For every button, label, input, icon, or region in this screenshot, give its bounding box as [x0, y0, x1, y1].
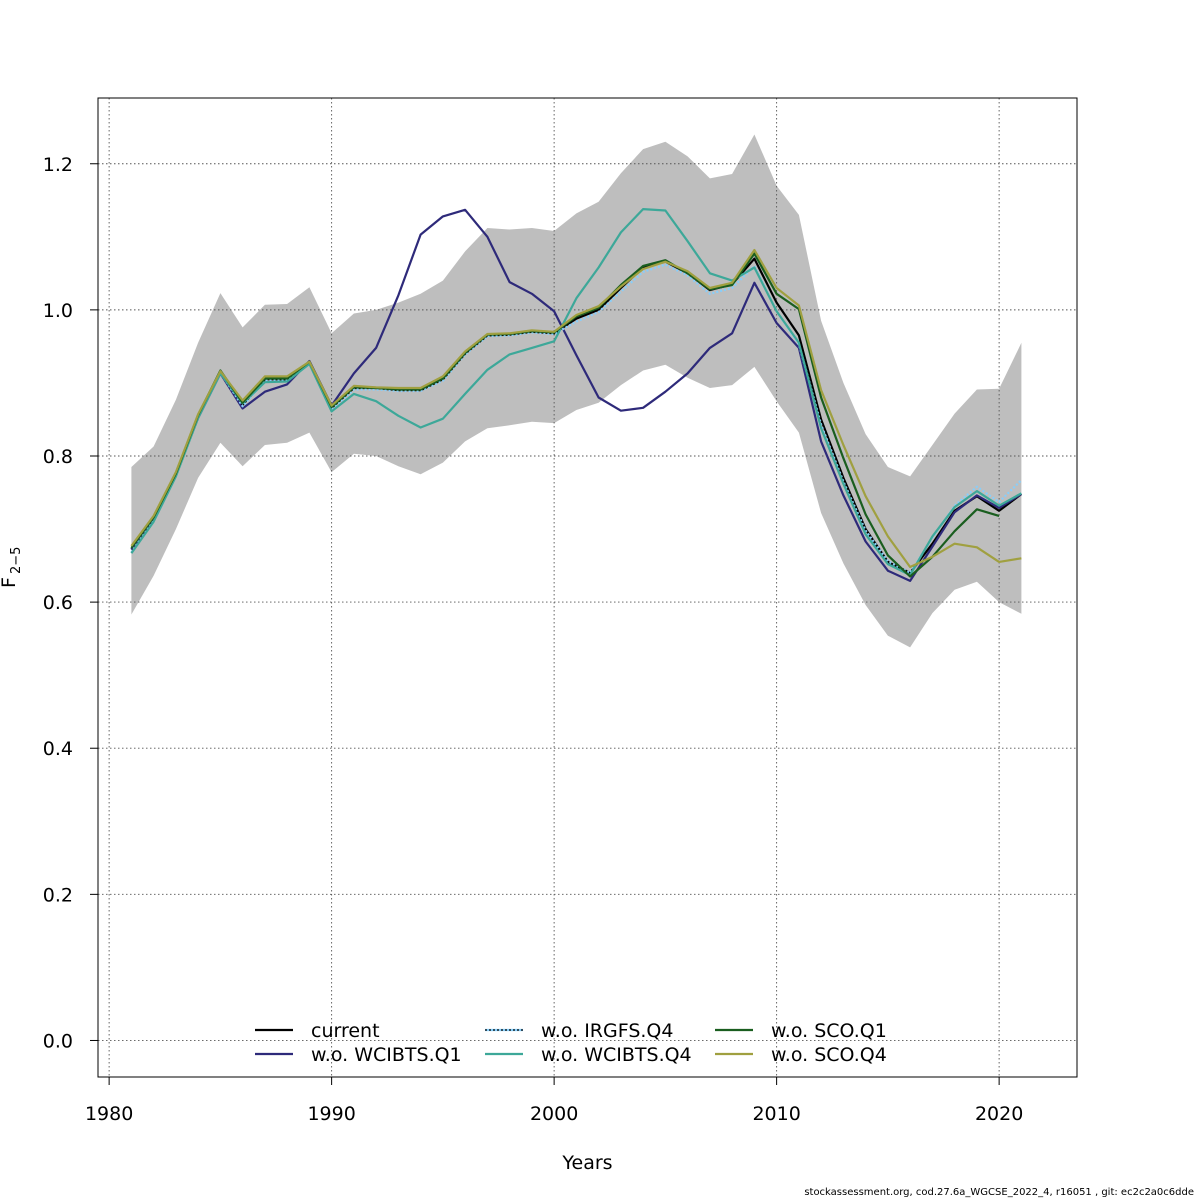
legend-label: w.o. SCO.Q1 — [771, 1020, 887, 1042]
y-tick-label: 0.6 — [43, 592, 73, 614]
y-tick-label: 0.2 — [43, 884, 73, 906]
legend-label: w.o. SCO.Q4 — [771, 1044, 887, 1066]
series-line-3 — [130, 208, 1022, 577]
footer-credit: stockassessment.org, cod.27.6a_WGCSE_202… — [804, 1187, 1194, 1198]
y-tick-label: 0.4 — [43, 738, 73, 760]
legend-label: w.o. IRGFS.Q4 — [541, 1020, 673, 1042]
y-tick-label: 1.0 — [43, 300, 73, 322]
x-axis-label: Years — [561, 1152, 612, 1174]
series-line-1 — [130, 208, 1022, 582]
y-axis-label-main: F — [0, 577, 20, 588]
y-axis-label-sub: 2−5 — [9, 547, 24, 574]
x-tick-label: 2010 — [752, 1103, 800, 1125]
x-tick-label: 1980 — [85, 1103, 133, 1125]
x-tick-label: 2000 — [530, 1103, 578, 1125]
legend-label: w.o. WCIBTS.Q4 — [541, 1044, 692, 1066]
y-tick-label: 1.2 — [43, 154, 73, 176]
legend-label: current — [311, 1020, 380, 1042]
legend-label: w.o. WCIBTS.Q1 — [311, 1044, 462, 1066]
series-line-5 — [130, 248, 1022, 569]
x-tick-label: 1990 — [307, 1103, 355, 1125]
x-tick-label: 2020 — [975, 1103, 1023, 1125]
plot-frame — [97, 97, 1078, 1078]
y-tick-label: 0.8 — [43, 446, 73, 468]
y-axis-label: F 2−5 — [0, 547, 24, 588]
series-line-2 — [130, 263, 1023, 574]
confidence-band — [131, 134, 1022, 648]
y-tick-label: 0.0 — [43, 1030, 73, 1052]
